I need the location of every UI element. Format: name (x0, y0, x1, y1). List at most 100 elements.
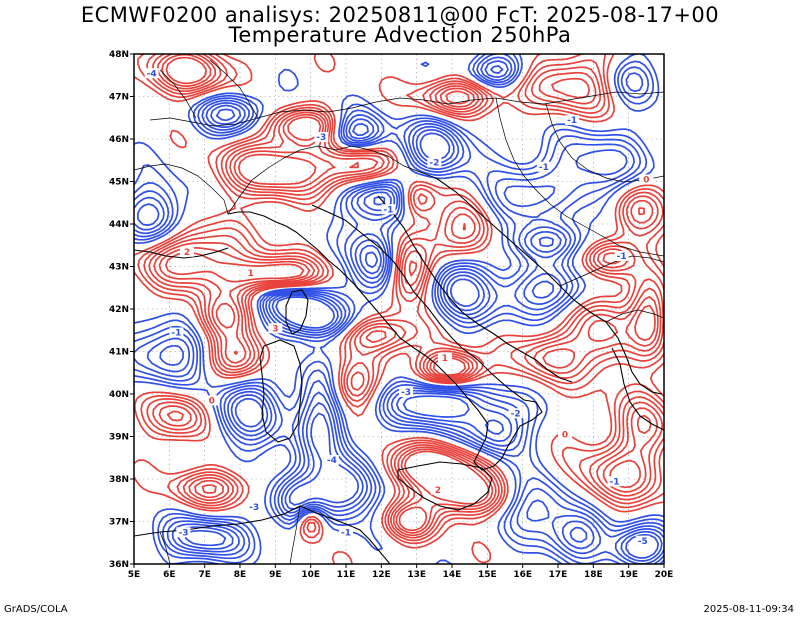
lon-tick-label: 6E (163, 570, 175, 580)
lon-tick-label: 5E (128, 570, 140, 580)
lon-tick-label: 16E (513, 570, 532, 580)
lat-tick-label: 46N (109, 135, 129, 145)
lon-tick-label: 15E (478, 570, 497, 580)
coastline-france (134, 247, 229, 259)
map-title-line-1: ECMWF0200 analisys: 20250811@00 FcT: 202… (80, 3, 720, 27)
contour-label: 1 (442, 354, 448, 364)
contour-label: 0 (643, 176, 649, 186)
contour-label: -2 (511, 409, 521, 419)
contour-label: -1 (610, 477, 620, 487)
contour-label: -1 (171, 329, 181, 339)
contour-labels: -4 -3 -2 -1 2 1 -1 3 1 -3 0 -2 0 -4 2 -3 -1 -5 -3 -1 0 -1 -1 -1 (144, 68, 654, 547)
contour-label-bg (204, 395, 219, 406)
lat-tick-label: 43N (109, 263, 129, 273)
map-title-line-2: Temperature Advection 250hPa (228, 23, 572, 47)
border-east-4 (545, 103, 664, 183)
lon-tick-label: 18E (584, 570, 603, 580)
border-east-2 (559, 255, 664, 287)
footer-software-label: GrADS/COLA (4, 604, 68, 615)
contour-label-bg (427, 157, 442, 168)
contour-label: -4 (147, 69, 157, 79)
contour-label-bg (144, 68, 159, 79)
contour-label: 3 (272, 324, 278, 334)
contour-label-bg (399, 387, 414, 397)
contour-label: -5 (638, 537, 648, 547)
contour-label-bg (314, 132, 329, 142)
contour-label-bg (339, 527, 353, 538)
contour-label: -1 (341, 528, 351, 538)
warm-advection-contour (143, 54, 664, 542)
contour-label: -2 (429, 159, 439, 169)
contour-label-bg (268, 323, 283, 334)
lon-tick-label: 10E (301, 570, 320, 580)
lat-tick-label: 37N (109, 518, 129, 528)
border-east-3 (605, 309, 664, 323)
border-tunisia (289, 505, 301, 564)
cold-advection-contour (134, 56, 664, 564)
coastline-italy (227, 204, 543, 471)
contour-label: 0 (562, 431, 568, 441)
contour-label-bg (247, 501, 262, 512)
coastline-greece-west (611, 347, 664, 431)
warm-advection-contour (137, 54, 664, 545)
border-west-2 (159, 69, 197, 119)
lon-tick-label: 12E (372, 570, 391, 580)
border-north-2 (209, 59, 259, 119)
lat-tick-label: 47N (109, 93, 129, 103)
lon-tick-label: 13E (407, 570, 426, 580)
warm-advection-contour (164, 56, 656, 532)
contour-label: -1 (383, 205, 393, 215)
footer-timestamp: 2025-08-11-09:34 (703, 604, 794, 615)
cold-advection-contour (134, 54, 664, 564)
lat-tick-label: 42N (109, 305, 129, 315)
lon-tick-label: 17E (549, 570, 568, 580)
contour-label: -3 (249, 503, 259, 513)
contour-label-bg (607, 476, 622, 487)
lat-tick-label: 41N (109, 348, 129, 358)
coastline-balkans (435, 177, 663, 395)
contour-label: -3 (178, 528, 188, 538)
border-algeria (159, 531, 171, 564)
contour-label: 0 (209, 397, 215, 407)
lat-tick-label: 48N (109, 50, 129, 60)
contour-label: -3 (401, 388, 411, 398)
contour-label: -1 (567, 116, 577, 126)
lon-tick-label: 20E (655, 570, 674, 580)
border-alps (227, 145, 437, 215)
contour-label: -3 (316, 133, 326, 143)
contour-label: -4 (327, 456, 337, 466)
lon-tick-label: 14E (443, 570, 462, 580)
border-north (149, 91, 664, 127)
lat-tick-label: 36N (109, 560, 129, 570)
contour-label-bg (324, 455, 339, 465)
warm-advection-contour (148, 54, 664, 539)
lat-tick-label: 38N (109, 475, 129, 485)
cold-advection-contour (134, 54, 664, 564)
coastline-adriatic (377, 195, 573, 383)
contour-label-bg (635, 535, 650, 546)
contour-label: -1 (539, 163, 549, 173)
border-east-1 (495, 97, 664, 257)
warm-advection-contour (153, 54, 664, 537)
map-plot: -4 -3 -2 -1 2 1 -1 3 1 -3 0 -2 0 -4 2 -3 -1 -5 -3 -1 0 -1 -1 -1… (109, 50, 674, 580)
contour-label: 2 (184, 248, 190, 258)
contour-label-bg (243, 268, 258, 278)
contour-label-bg (180, 246, 194, 257)
coastline-sardinia (259, 339, 303, 443)
contour-label-bg (536, 161, 551, 172)
contour-label-bg (565, 115, 580, 125)
cold-advection-contour (134, 60, 664, 564)
lon-tick-label: 11E (337, 570, 356, 580)
lat-tick-label: 40N (109, 390, 129, 400)
coastlines (134, 59, 664, 564)
contour-label-bg (437, 353, 452, 363)
contour-label-bg (639, 174, 654, 185)
lon-tick-label: 8E (234, 570, 246, 580)
contour-label-bg (508, 408, 523, 419)
contour-label: -1 (617, 252, 627, 262)
contour-label-bg (430, 484, 445, 495)
coastline-corsica (285, 289, 309, 335)
contour-label: 2 (435, 486, 441, 496)
border-west-1 (134, 163, 229, 215)
contour-label: 1 (247, 269, 253, 279)
